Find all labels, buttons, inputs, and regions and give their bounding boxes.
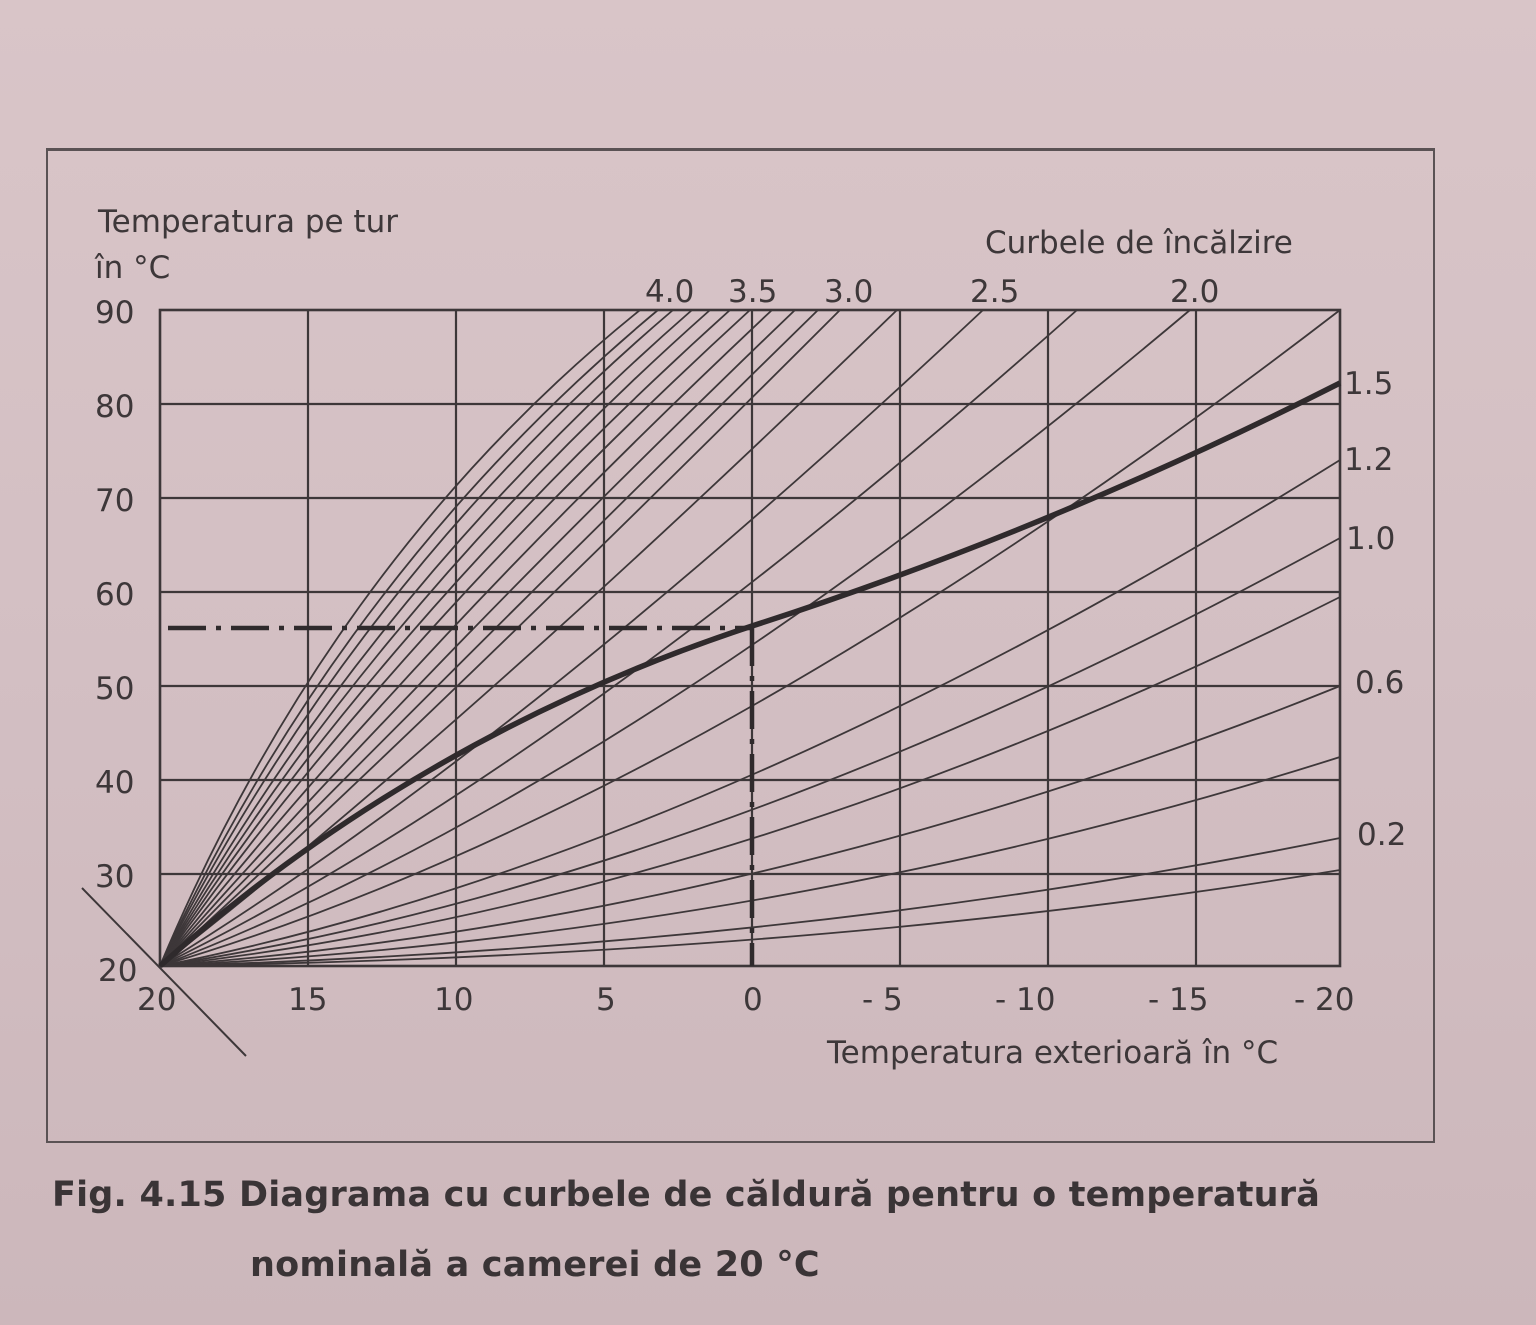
figure-caption-line1: Fig. 4.15 Diagrama cu curbele de căldură… bbox=[52, 1175, 1321, 1215]
y-tick: 20 bbox=[98, 953, 137, 989]
heating-curves bbox=[159, 309, 1341, 967]
legend-title: Curbele de încălzire bbox=[985, 225, 1293, 261]
x-tick: 10 bbox=[434, 982, 473, 1018]
curve-label: 1.2 bbox=[1344, 442, 1393, 478]
curve-label: 1.0 bbox=[1346, 521, 1395, 557]
y-tick: 80 bbox=[95, 389, 134, 425]
y-tick: 60 bbox=[95, 577, 134, 613]
y-tick: 90 bbox=[95, 295, 134, 331]
x-axis-title: Temperatura exterioară în °C bbox=[826, 1035, 1278, 1071]
curve-label: 0.6 bbox=[1355, 665, 1404, 701]
y-axis-title-line1: Temperatura pe tur bbox=[97, 204, 398, 240]
y-tick: 30 bbox=[95, 859, 134, 895]
reading-guide bbox=[168, 625, 755, 966]
figure-frame bbox=[46, 148, 1435, 1143]
room-temperature-axis bbox=[81, 887, 247, 1057]
x-tick: - 10 bbox=[995, 982, 1056, 1018]
x-tick: - 5 bbox=[862, 982, 903, 1018]
x-tick: 0 bbox=[743, 982, 763, 1018]
x-tick: 20 bbox=[137, 982, 176, 1018]
curve-label: 3.5 bbox=[728, 274, 777, 310]
curve-label: 1.5 bbox=[1344, 366, 1393, 402]
y-tick: 70 bbox=[95, 483, 134, 519]
curve-label: 4.0 bbox=[645, 274, 694, 310]
heating-curve-chart: Temperatura pe tur în °C Curbele de încă… bbox=[81, 204, 1406, 1071]
y-axis-title-line2: în °C bbox=[94, 250, 170, 286]
x-tick: 15 bbox=[288, 982, 327, 1018]
curve-label: 2.0 bbox=[1170, 274, 1219, 310]
x-tick-labels: 20 15 10 5 0 - 5 - 10 - 15 - 20 bbox=[137, 982, 1355, 1018]
figure-caption-line2: nominală a camerei de 20 °C bbox=[250, 1245, 820, 1285]
x-tick: 5 bbox=[596, 982, 616, 1018]
right-curve-labels: 1.5 1.2 1.0 0.6 0.2 bbox=[1344, 366, 1406, 853]
x-tick: - 20 bbox=[1294, 982, 1355, 1018]
y-tick-labels: 90 80 70 60 50 40 30 20 bbox=[95, 295, 137, 989]
top-curve-labels: 4.0 3.5 3.0 2.5 2.0 bbox=[645, 274, 1219, 310]
curve-label: 2.5 bbox=[970, 274, 1019, 310]
curve-label: 3.0 bbox=[824, 274, 873, 310]
y-tick: 50 bbox=[95, 671, 134, 707]
x-tick: - 15 bbox=[1148, 982, 1209, 1018]
curve-label: 0.2 bbox=[1357, 817, 1406, 853]
y-tick: 40 bbox=[95, 765, 134, 801]
